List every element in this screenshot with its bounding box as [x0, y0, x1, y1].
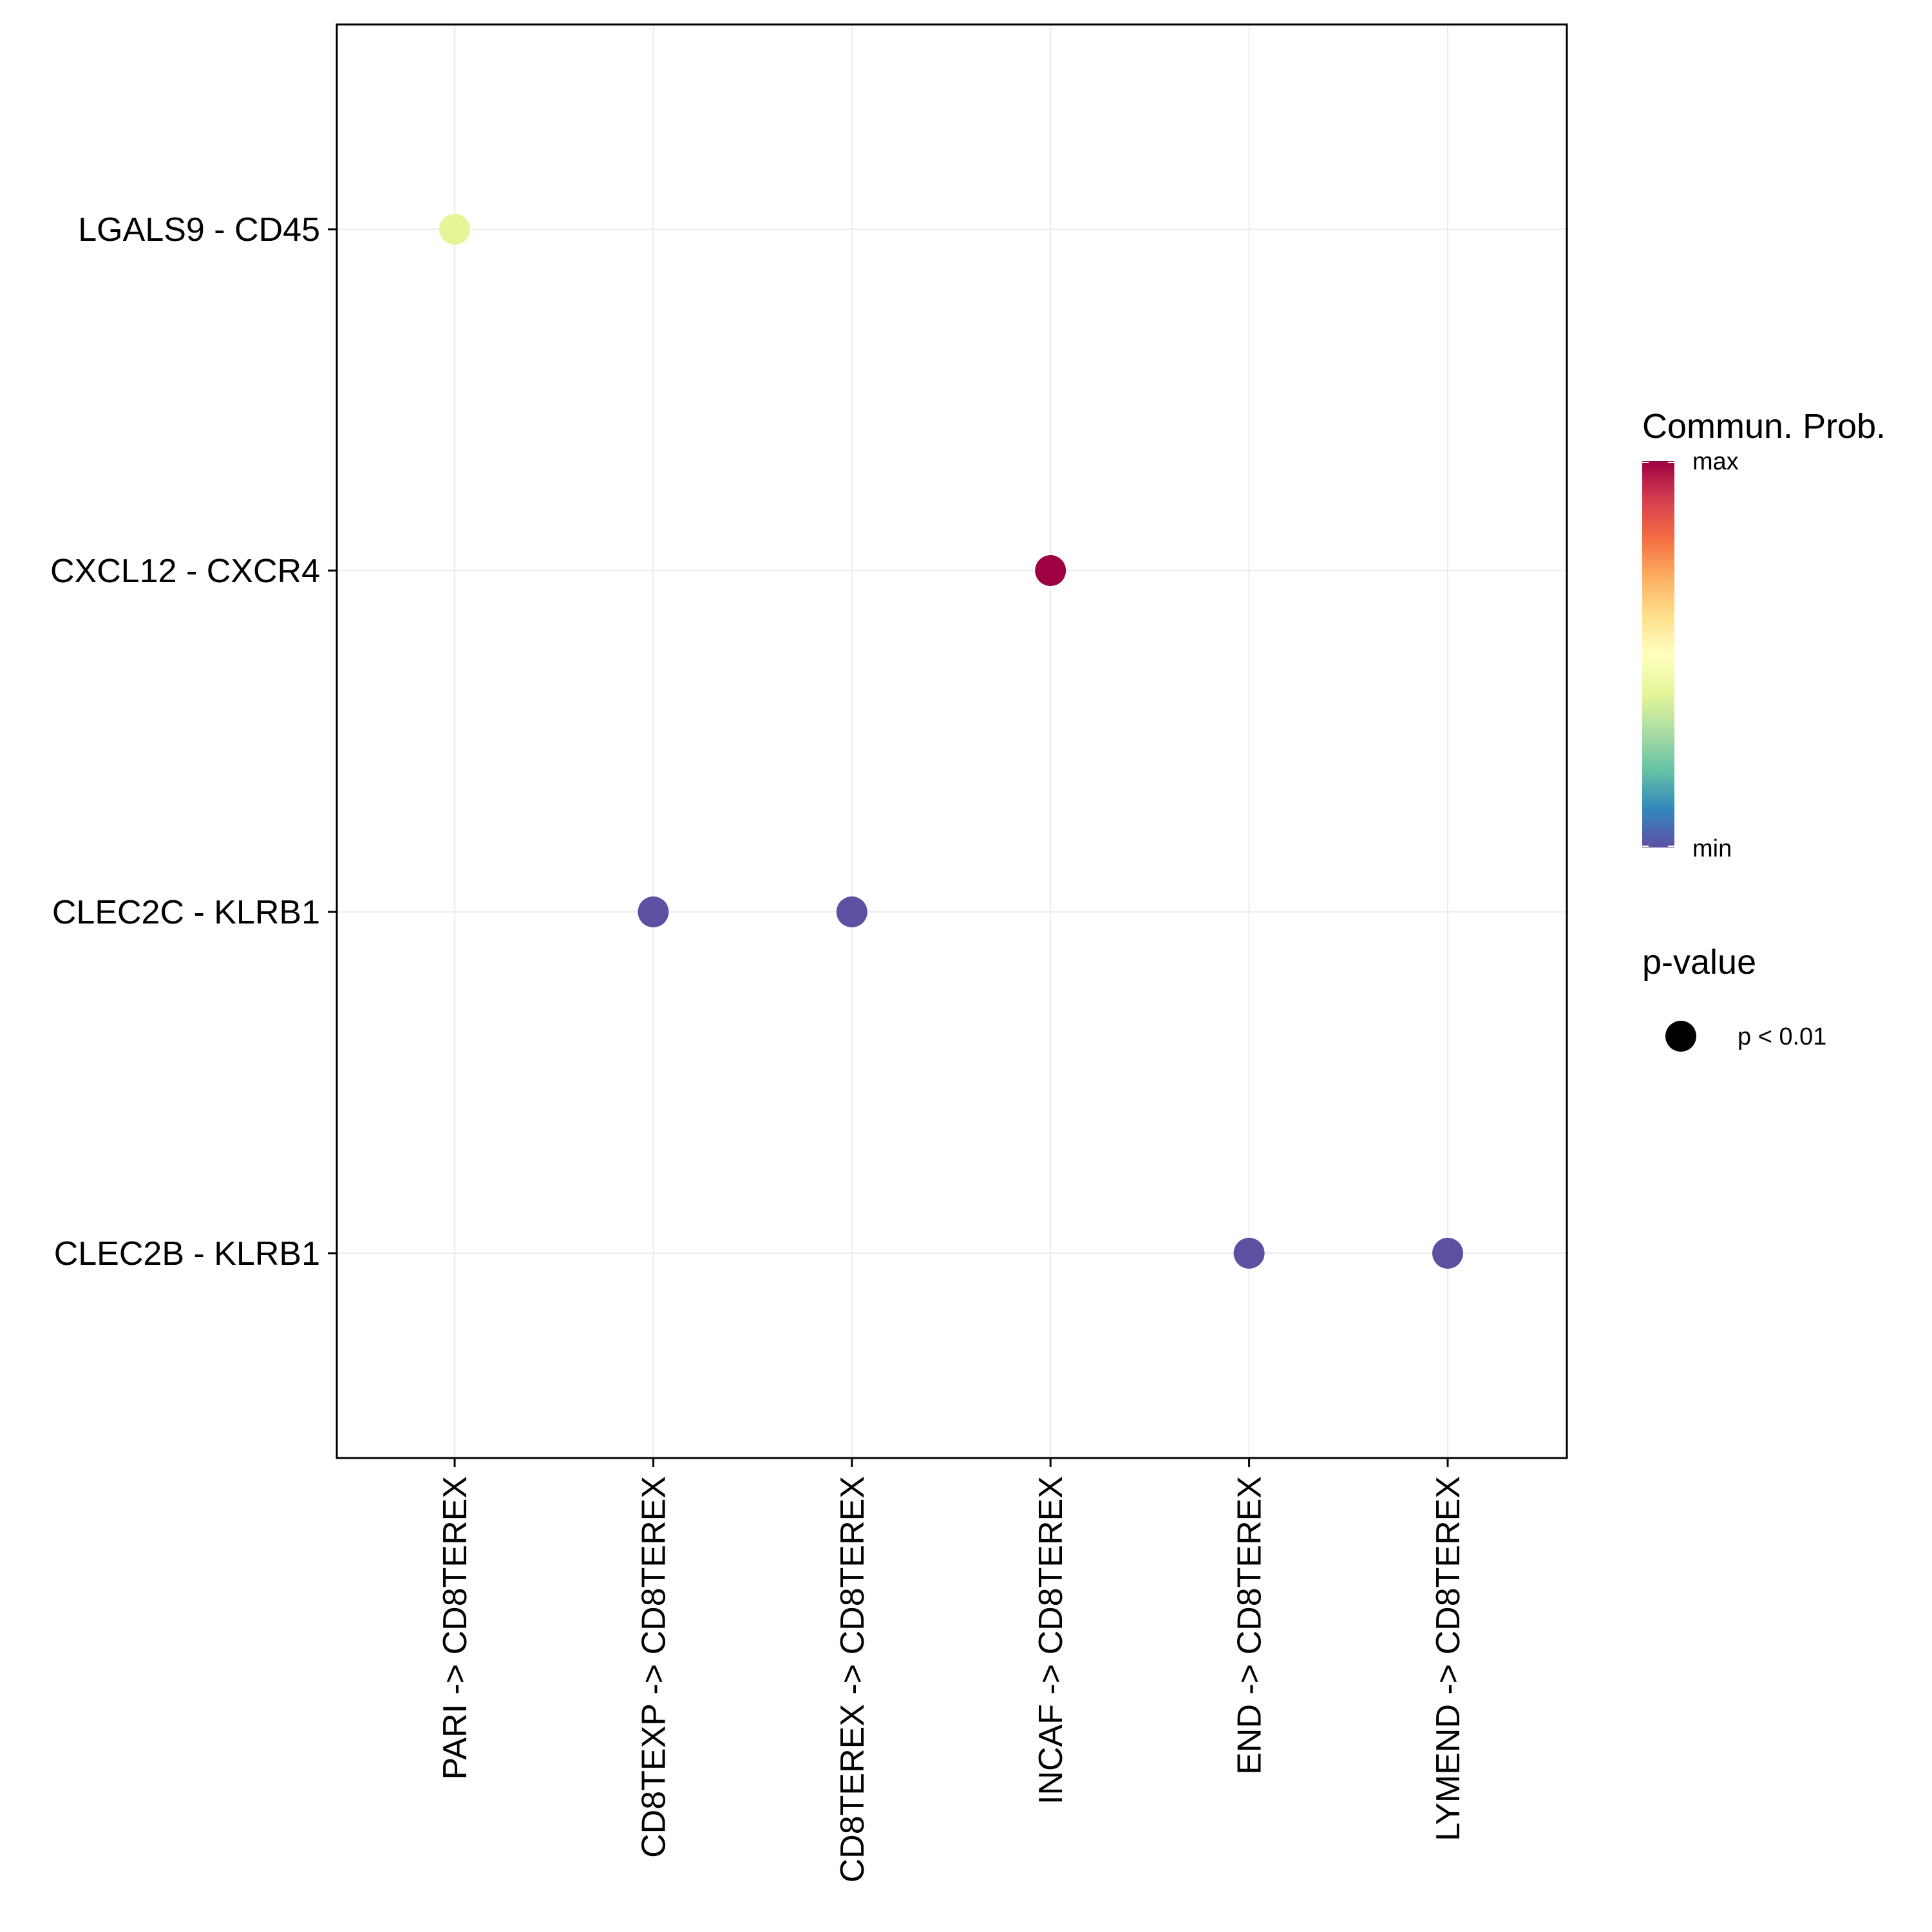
- colorbar: [1642, 461, 1674, 848]
- x-axis: PARI -> CD8TEREX CD8TEXP -> CD8TEREX CD8TE…: [437, 1458, 1467, 1882]
- data-point: [638, 896, 669, 927]
- plot-panel: [336, 23, 1568, 1459]
- colorbar-max-label: max: [1692, 448, 1739, 475]
- colorbar-min-label: min: [1692, 835, 1732, 862]
- legend: Commun. Prob. max min p-value p < 0.01: [1642, 407, 1886, 1052]
- y-axis: LGALS9 - CD45 CXCL12 - CXCR4 CLEC2C - KLRB…: [50, 211, 337, 1273]
- x-tick-label: LYMEND -> CD8TEREX: [1430, 1476, 1467, 1841]
- size-legend-key: [1665, 1021, 1696, 1052]
- panel-border: [336, 23, 1568, 1459]
- data-point: [439, 214, 470, 245]
- y-tick-label: CLEC2B - KLRB1: [54, 1235, 320, 1273]
- data-point: [1035, 555, 1066, 586]
- color-legend-title: Commun. Prob.: [1642, 407, 1886, 446]
- y-tick-label: CXCL12 - CXCR4: [50, 553, 320, 590]
- data-point: [1233, 1238, 1265, 1269]
- x-tick-label: CD8TEXP -> CD8TEREX: [635, 1476, 672, 1858]
- data-points: [439, 214, 1463, 1269]
- y-tick-label: LGALS9 - CD45: [78, 211, 320, 249]
- data-point: [836, 896, 867, 927]
- panel-background: [337, 24, 1567, 1458]
- x-tick-label: INCAF -> CD8TEREX: [1032, 1476, 1070, 1804]
- size-legend-label: p < 0.01: [1738, 1023, 1826, 1050]
- size-legend-title: p-value: [1642, 943, 1756, 981]
- y-tick-label: CLEC2C - KLRB1: [52, 894, 320, 931]
- x-tick-label: END -> CD8TEREX: [1231, 1476, 1269, 1775]
- gridlines: [337, 24, 1567, 1458]
- x-tick-label: CD8TEREX -> CD8TEREX: [834, 1476, 871, 1882]
- x-tick-label: PARI -> CD8TEREX: [437, 1476, 474, 1779]
- data-point: [1432, 1238, 1463, 1269]
